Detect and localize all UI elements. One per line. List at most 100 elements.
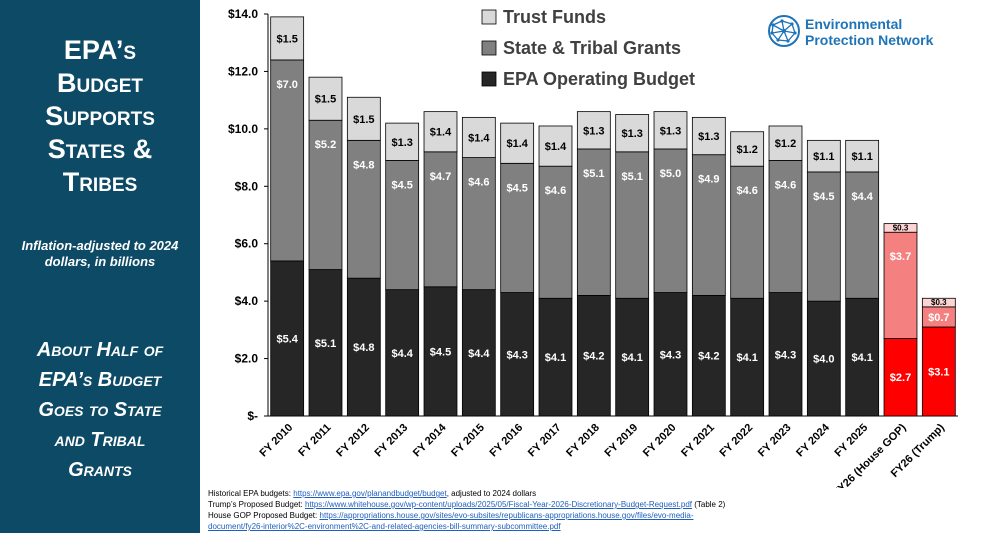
legend-label: State & Tribal Grants	[503, 38, 681, 58]
sidebar-tagline-line: About Half of	[36, 339, 164, 361]
source-link[interactable]: https://www.whitehouse.gov/wp-content/up…	[304, 500, 692, 509]
bar-segment	[500, 122, 535, 164]
legend-swatch	[481, 9, 497, 25]
bar-segment	[806, 139, 841, 173]
data-label: $1.4	[468, 132, 490, 144]
data-label: $5.4	[276, 333, 298, 345]
bar-segment	[768, 292, 803, 417]
sidebar-tagline-line: EPA’s Budget	[38, 369, 162, 391]
data-label: $4.3	[775, 349, 796, 361]
sidebar-title-line: Tribes	[62, 167, 138, 197]
bar-segment	[346, 96, 381, 141]
x-tick-label: FY 2018	[564, 422, 602, 460]
source-link[interactable]: document/fy26-interior%2C-environment%2C…	[208, 522, 561, 531]
epn-logo: Environmental Protection Network	[767, 12, 987, 52]
x-tick-label: FY 2012	[334, 422, 372, 460]
legend-swatch	[481, 71, 497, 87]
data-label: $3.7	[890, 251, 911, 263]
bar-segment	[308, 269, 343, 417]
bar-segment	[308, 119, 343, 270]
sidebar-tagline: About Half of EPA’s Budget Goes to State…	[0, 335, 200, 485]
bar-segment	[615, 151, 650, 299]
bar-segment	[385, 122, 420, 161]
data-label: $4.5	[506, 182, 527, 194]
data-label: $1.1	[851, 151, 872, 163]
data-label: $4.6	[736, 185, 757, 197]
bar-segment	[768, 125, 803, 161]
bar-segment	[730, 131, 765, 167]
bar-segment	[461, 116, 496, 158]
source-suffix: (Table 2)	[691, 500, 726, 509]
y-tick-label: $4.0	[235, 294, 259, 308]
bar-segment	[921, 326, 956, 417]
bar-segment	[921, 297, 956, 308]
x-tick-label: FY 2014	[411, 421, 449, 459]
bar-segment	[576, 294, 611, 417]
data-label: $1.5	[276, 33, 297, 45]
data-label: $5.2	[315, 139, 336, 151]
sources-notes: Historical EPA budgets: https://www.epa.…	[208, 488, 725, 532]
bar-segment	[615, 297, 650, 417]
sidebar-title-line: States &	[47, 134, 153, 164]
y-tick-label: $6.0	[235, 237, 259, 251]
legend-label: Trust Funds	[503, 7, 606, 27]
bar-segment	[806, 171, 841, 302]
legend-swatch	[481, 40, 497, 56]
x-tick-label: FY 2021	[679, 422, 717, 460]
data-label: $4.7	[430, 171, 451, 183]
data-label: $7.0	[276, 79, 297, 91]
data-label: $4.3	[660, 349, 681, 361]
y-tick-label: $8.0	[235, 179, 259, 193]
y-tick-label: $-	[247, 409, 258, 423]
source-prefix: Trump’s Proposed Budget:	[208, 500, 303, 509]
data-label: $1.3	[660, 125, 681, 137]
source-link[interactable]: https://www.epa.gov/planandbudget/budget	[293, 489, 447, 498]
data-label: $4.1	[851, 352, 872, 364]
logo-text: Environmental Protection Network	[805, 16, 933, 48]
source-line: document/fy26-interior%2C-environment%2C…	[208, 521, 725, 532]
y-tick-label: $12.0	[228, 64, 258, 78]
x-tick-label: FY 2019	[603, 422, 641, 460]
x-tick-label: FY 2024	[794, 421, 832, 459]
data-label: $1.1	[813, 151, 834, 163]
x-tick-label: FY 2011	[296, 422, 333, 459]
bar-segment	[691, 154, 726, 296]
data-label: $4.2	[583, 351, 604, 363]
bar-segment	[461, 289, 496, 417]
budget-bar-chart: $- $2.0 $4.0 $6.0 $8.0 $10.0 $12.0 $14.0 $5.4 $7.…	[228, 7, 958, 488]
sidebar-tagline-line: Goes to State	[38, 399, 162, 421]
bar-segment	[691, 116, 726, 156]
data-label: $5.0	[660, 168, 681, 180]
bar-segment	[845, 139, 880, 173]
data-label: $4.2	[698, 351, 719, 363]
data-label: $1.2	[775, 138, 796, 150]
data-label: $4.0	[813, 354, 834, 366]
source-line: Historical EPA budgets: https://www.epa.…	[208, 488, 725, 499]
bar-segment	[615, 114, 650, 153]
data-label: $5.1	[315, 338, 336, 350]
bar-segment	[538, 297, 573, 417]
bar-segment	[576, 148, 611, 296]
bar-segment	[576, 111, 611, 150]
x-tick-label: FY 2022	[718, 422, 756, 460]
bar-segment	[270, 59, 305, 262]
data-label: $1.5	[315, 94, 336, 106]
source-link[interactable]: https://appropriations.house.gov/sites/e…	[319, 511, 694, 520]
y-tick-label: $14.0	[228, 7, 258, 21]
x-tick-label: FY 2016	[488, 422, 526, 460]
data-label: $3.1	[928, 366, 949, 378]
data-label: $4.4	[391, 348, 413, 360]
data-label: $1.3	[391, 137, 412, 149]
data-label: $1.3	[583, 125, 604, 137]
data-label: $4.5	[391, 179, 412, 191]
data-label: $1.4	[506, 138, 528, 150]
data-label: $5.1	[583, 168, 604, 180]
data-label: $4.6	[545, 185, 566, 197]
bar-segment	[538, 165, 573, 299]
sidebar-title-line: Supports	[45, 101, 155, 131]
bar-segment	[461, 157, 496, 291]
bar-segment	[270, 16, 305, 61]
x-tick-label: FY 2017	[526, 422, 564, 460]
legend-label: EPA Operating Budget	[503, 69, 695, 89]
source-line: House GOP Proposed Budget: https://appro…	[208, 510, 725, 521]
